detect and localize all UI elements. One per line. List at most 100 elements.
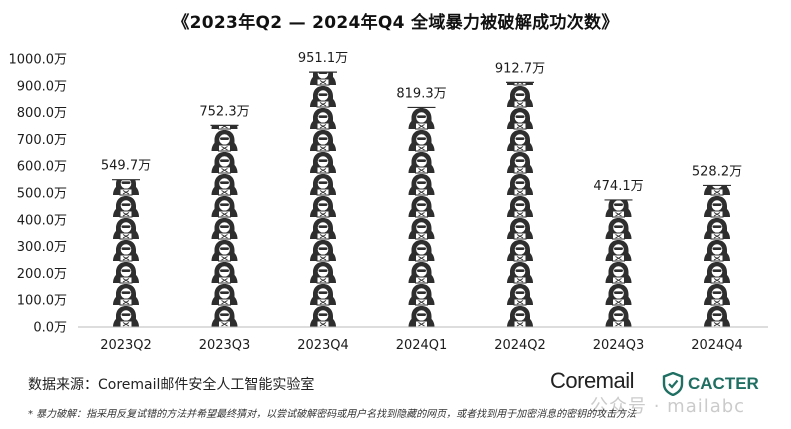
y-tick-label: 400.0万 <box>17 213 67 228</box>
hacker-icon <box>310 262 336 284</box>
bar <box>210 124 239 327</box>
x-tick-label: 2024Q4 <box>691 338 743 353</box>
hacker-icon <box>507 82 533 86</box>
hacker-icon <box>507 108 533 130</box>
hacker-icon <box>408 306 435 327</box>
hacker-icon <box>704 284 730 306</box>
hacker-icon <box>113 196 139 218</box>
watermark: 公众号 · mailabc <box>590 396 746 417</box>
hacker-icon <box>310 72 336 86</box>
bar <box>703 184 731 327</box>
y-tick-label: 600.0万 <box>17 160 67 175</box>
x-tick-label: 2023Q2 <box>100 338 152 353</box>
hacker-icon <box>113 262 139 284</box>
y-tick-label: 300.0万 <box>17 240 67 255</box>
coremail-logo: Coremail <box>550 368 635 394</box>
hacker-icon <box>310 130 336 152</box>
hacker-icon <box>507 196 533 218</box>
value-label: 912.7万 <box>495 61 545 76</box>
bar <box>604 199 633 327</box>
hacker-icon <box>310 218 336 240</box>
y-tick-label: 200.0万 <box>17 267 67 282</box>
hacker-icon <box>211 240 238 262</box>
shield-icon <box>662 372 684 396</box>
hacker-icon <box>310 174 336 196</box>
hacker-icon <box>605 199 632 218</box>
hacker-icon <box>605 306 632 327</box>
x-tick-label: 2024Q1 <box>396 338 448 353</box>
bar <box>112 179 140 327</box>
value-label: 752.3万 <box>199 104 249 119</box>
y-axis: 0.0万 100.0万 200.0万 300.0万 400.0万 500.0万 600.0万… <box>9 53 68 336</box>
value-label: 474.1万 <box>593 179 643 194</box>
hacker-icon <box>211 262 238 284</box>
hacker-icon <box>211 284 238 306</box>
value-label: 549.7万 <box>101 159 151 174</box>
hacker-icon <box>408 108 435 130</box>
hacker-icon <box>211 130 238 152</box>
hacker-icon <box>211 174 238 196</box>
value-label: 951.1万 <box>298 51 348 66</box>
x-tick-label: 2023Q3 <box>199 338 251 353</box>
hacker-icon <box>507 284 533 306</box>
hacker-icon <box>605 240 632 262</box>
x-tick-label: 2024Q3 <box>593 338 645 353</box>
hacker-icon <box>605 284 632 306</box>
y-tick-label: 100.0万 <box>17 294 67 309</box>
hacker-icon <box>408 152 435 174</box>
y-tick-label: 0.0万 <box>33 321 67 336</box>
hacker-icon <box>310 240 336 262</box>
hacker-icon <box>310 196 336 218</box>
hacker-icon <box>605 262 632 284</box>
cacter-logo: CACTER <box>662 372 759 396</box>
hacker-icon <box>113 240 139 262</box>
data-source: 数据来源：Coremail邮件安全人工智能实验室 <box>28 377 315 393</box>
hacker-icon <box>507 42 533 63</box>
hacker-icon <box>507 152 533 174</box>
hacker-icon <box>310 108 336 130</box>
footnote: * 暴力破解：指采用反复试错的方法并希望最终猜对，以尝试破解密码或用户名找到隐藏… <box>28 409 637 420</box>
hacker-icon <box>704 240 730 262</box>
value-label: 819.3万 <box>396 86 446 101</box>
hacker-icon <box>310 306 336 328</box>
coremail-wordmark: Coremail <box>550 368 635 393</box>
hacker-icon <box>507 86 533 108</box>
hacker-icon <box>507 306 533 328</box>
hacker-icon <box>211 218 238 240</box>
hacker-icon <box>211 196 238 218</box>
x-tick-label: 2024Q2 <box>494 338 546 353</box>
hacker-icon <box>211 306 238 327</box>
hacker-icon <box>605 218 632 240</box>
hacker-icon <box>704 306 730 327</box>
chart-title: 《2023年Q2 — 2024年Q4 全域暴力被破解成功次数》 <box>172 13 619 33</box>
hacker-icon <box>507 130 533 152</box>
y-tick-label: 500.0万 <box>17 187 67 202</box>
value-labels: 549.7万 752.3万 951.1万 819.3万 912.7万 474.1万 528.… <box>101 51 742 194</box>
hacker-icon <box>310 86 336 108</box>
hacker-icon <box>704 185 730 196</box>
bar <box>506 42 534 328</box>
hacker-icon <box>408 262 435 284</box>
hacker-icon <box>211 125 238 130</box>
hacker-icon <box>113 284 139 306</box>
value-label: 528.2万 <box>692 164 742 179</box>
bar <box>407 106 436 327</box>
cacter-wordmark: CACTER <box>688 374 759 393</box>
x-axis: 2023Q2 2023Q3 2023Q4 2024Q1 2024Q2 2024Q3 2024… <box>78 326 768 353</box>
bar <box>309 71 337 328</box>
hacker-icon <box>507 174 533 196</box>
hacker-icon <box>310 284 336 306</box>
hacker-icon <box>704 196 730 218</box>
hacker-icon <box>408 196 435 218</box>
hacker-icon <box>507 240 533 262</box>
y-tick-label: 900.0万 <box>17 79 67 94</box>
hacker-icon <box>113 179 139 196</box>
bar-chart: 0.0万 100.0万 200.0万 300.0万 400.0万 500.0万 600.0万… <box>9 42 768 353</box>
hacker-icon <box>408 130 435 152</box>
y-tick-label: 700.0万 <box>17 133 67 148</box>
bars <box>112 42 731 328</box>
y-tick-label: 800.0万 <box>17 106 67 121</box>
hacker-icon <box>704 262 730 284</box>
hacker-icon <box>310 152 336 174</box>
x-tick-label: 2023Q4 <box>297 338 349 353</box>
